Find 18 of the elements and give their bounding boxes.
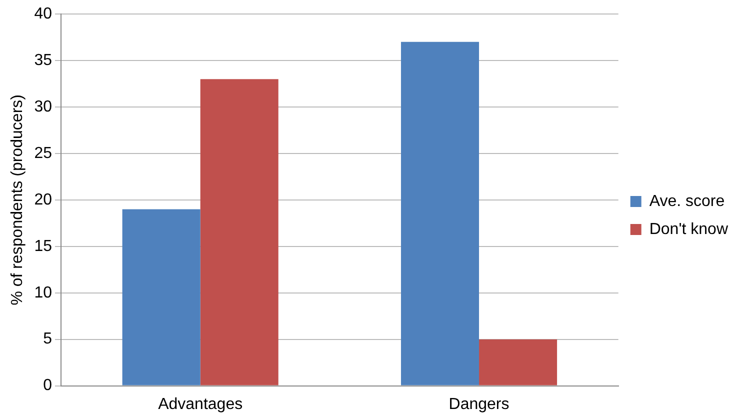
bar	[479, 339, 558, 386]
y-axis-title: % of respondents (producers)	[9, 94, 26, 306]
y-tick-label: 30	[34, 98, 52, 116]
bar	[122, 209, 200, 386]
y-tick-label: 20	[34, 191, 52, 208]
y-tick-label: 25	[34, 144, 52, 162]
y-tick-label: 10	[34, 284, 52, 302]
y-tick-label: 5	[43, 330, 52, 348]
y-tick-label: 40	[34, 5, 52, 22]
x-tick-label: Advantages	[158, 396, 243, 413]
y-tick-label: 15	[34, 238, 52, 255]
legend-label: Don't know	[649, 220, 728, 238]
bar	[400, 42, 480, 386]
x-tick-label: Dangers	[448, 396, 510, 413]
legend-label: Ave. score	[649, 192, 725, 210]
bar	[200, 79, 278, 386]
y-tick-label: 35	[34, 52, 52, 69]
y-tick-label: 0	[43, 377, 52, 394]
